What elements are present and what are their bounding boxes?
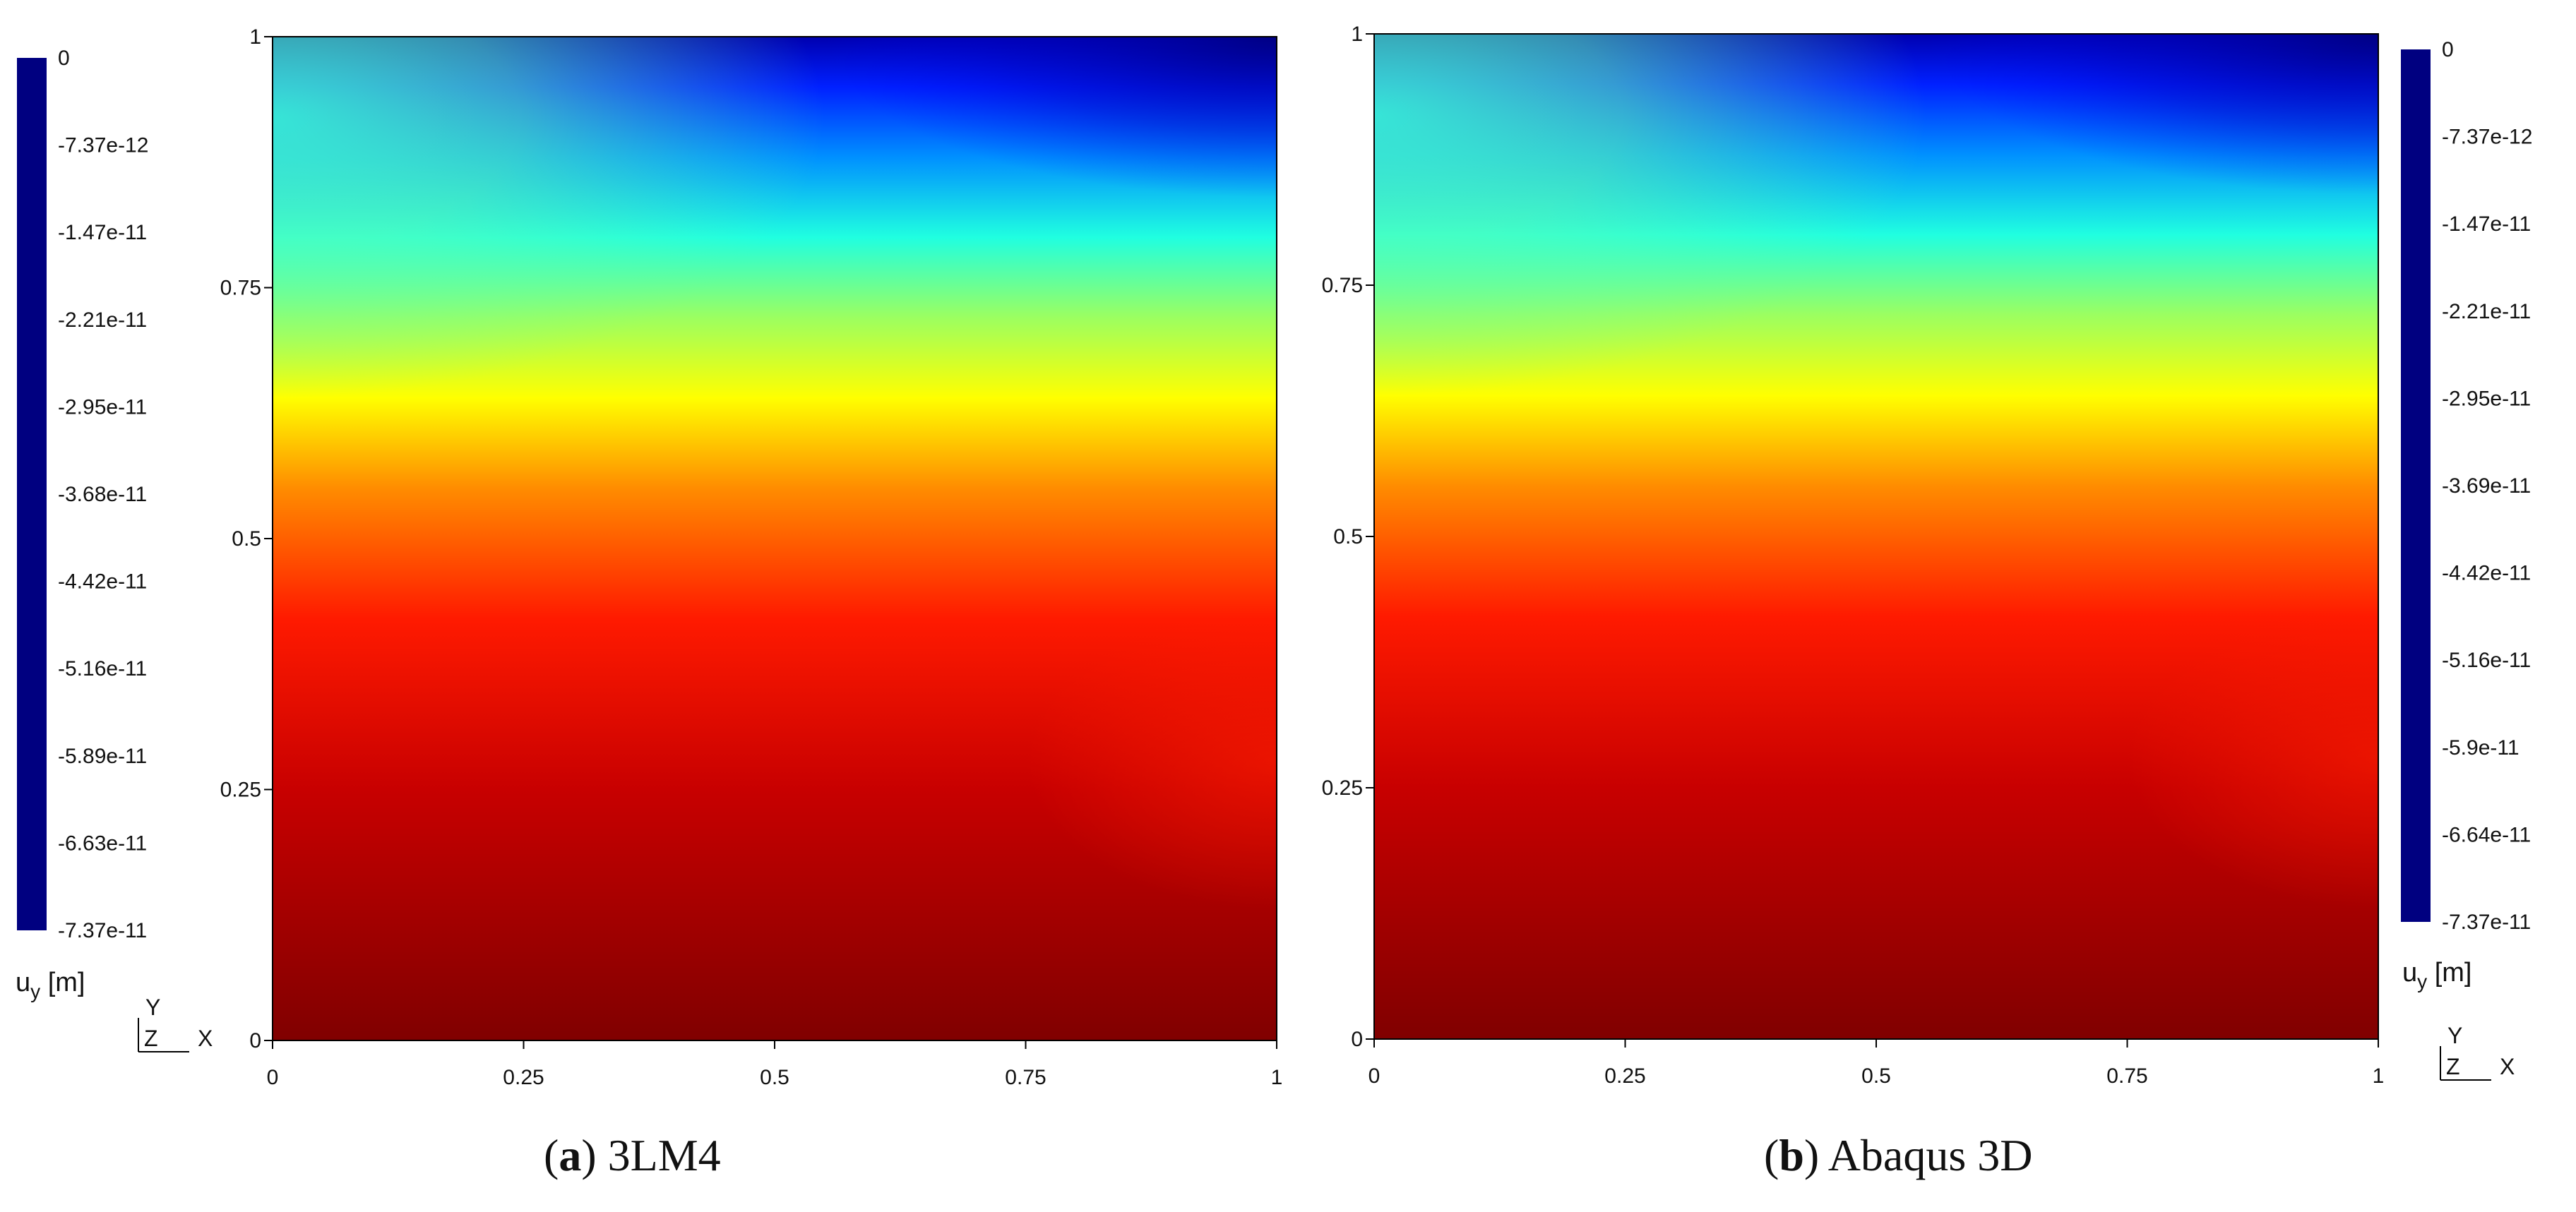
colorbar-unit-label: uy [m] xyxy=(2402,958,2471,992)
x-tick-label: 0 xyxy=(267,1066,279,1089)
x-tick-label: 0.25 xyxy=(503,1066,544,1089)
colorbar-tick-label: -5.89e-11 xyxy=(58,745,147,768)
x-tick-label: 0.25 xyxy=(1604,1064,1645,1088)
colorbar-tick-label: -1.47e-11 xyxy=(2442,212,2531,236)
triad-y-label: Y xyxy=(2447,1023,2462,1048)
colorbar-tick-label: -7.37e-12 xyxy=(2442,126,2532,149)
triad-z-label: Z xyxy=(2446,1054,2460,1079)
colorbar-tick-label: -5.16e-11 xyxy=(58,657,147,680)
heatmap-panel-b: 0 0.25 0.5 0.75 1 0 0.25 0.5 0.75 1 0 -7.37e-12 -1.4… xyxy=(1322,23,2533,1088)
triad-z-label: Z xyxy=(144,1026,158,1051)
triad-x-label: X xyxy=(2500,1054,2515,1079)
colorbar-b: 0 -7.37e-12 -1.47e-11 -2.21e-11 -2.95e-11 -3.… xyxy=(2401,38,2532,934)
colorbar-tick-label: -3.69e-11 xyxy=(2442,474,2531,498)
colorbar-tick-label: -2.21e-11 xyxy=(58,308,147,332)
y-tick-label: 0.25 xyxy=(1322,776,1363,800)
colorbar-tick-label: -2.95e-11 xyxy=(58,395,147,419)
x-tick-label: 1 xyxy=(2373,1064,2385,1088)
colorbar-tick-label: -3.68e-11 xyxy=(58,483,147,506)
y-tick-label: 0.5 xyxy=(1333,525,1363,548)
colorbar-unit-label: uy [m] xyxy=(16,968,85,1002)
x-tick-label: 0 xyxy=(1368,1064,1381,1088)
y-tick-label: 0.75 xyxy=(220,277,261,300)
heatmap-panel-a: 0 0.25 0.5 0.75 1 0 0.25 0.5 0.75 1 0 -7.37e-12 -1.4… xyxy=(16,25,1283,1089)
colorbar-a: 0 -7.37e-12 -1.47e-11 -2.21e-11 -2.95e-11 -3.… xyxy=(17,47,148,942)
field-lobe-top-left xyxy=(273,37,825,398)
y-tick-label: 0.5 xyxy=(232,527,261,551)
caption-b: (b) Abaqus 3D xyxy=(1764,1130,2033,1180)
colorbar-tick-label: -2.95e-11 xyxy=(2442,387,2531,410)
colorbar-tick-label: -7.37e-11 xyxy=(2442,911,2531,934)
x-tick-label: 0.75 xyxy=(1005,1066,1046,1089)
colorbar-tick-label: 0 xyxy=(2442,38,2454,61)
x-tick-label: 0.75 xyxy=(2106,1064,2147,1088)
triad-x-label: X xyxy=(198,1026,213,1051)
colorbar-tick-label: -5.9e-11 xyxy=(2442,736,2520,760)
colorbar-gradient xyxy=(17,58,47,930)
colorbar-tick-label: -6.64e-11 xyxy=(2442,823,2531,846)
colorbar-tick-label: -5.16e-11 xyxy=(2442,649,2531,672)
x-tick-label: 0.5 xyxy=(1861,1064,1891,1088)
triad-y-label: Y xyxy=(145,995,160,1020)
colorbar-tick-label: 0 xyxy=(58,47,70,70)
y-tick-label: 0 xyxy=(1351,1028,1363,1051)
colorbar-tick-label: -4.42e-11 xyxy=(58,570,147,594)
caption-a: (a) 3LM4 xyxy=(544,1130,721,1180)
axis-triad-b: YZ X xyxy=(2440,1023,2515,1081)
y-tick-label: 1 xyxy=(249,25,261,49)
field-lobe-top-right xyxy=(1926,34,2378,195)
heatmap-field-b xyxy=(1374,34,2378,1039)
heatmap-field-a xyxy=(273,37,1277,1040)
colorbar-tick-label: -1.47e-11 xyxy=(58,221,147,244)
colorbar-tick-label: -4.42e-11 xyxy=(2442,562,2531,585)
field-lobe-bottom-right xyxy=(1025,608,1277,911)
colorbar-tick-label: -7.37e-11 xyxy=(58,919,147,942)
y-tick-label: 0.75 xyxy=(1322,274,1363,297)
x-tick-label: 0.5 xyxy=(760,1066,789,1089)
colorbar-tick-label: -2.21e-11 xyxy=(2442,300,2531,323)
field-lobe-bottom-right xyxy=(2127,606,2378,908)
field-lobe-top-left xyxy=(1374,34,1926,396)
field-lobe-top-right xyxy=(825,37,1277,198)
y-tick-label: 1 xyxy=(1351,23,1363,46)
colorbar-tick-label: -6.63e-11 xyxy=(58,832,147,855)
colorbar-gradient xyxy=(2401,49,2431,922)
axis-triad-a: YZ X xyxy=(138,995,213,1052)
x-tick-label: 1 xyxy=(1271,1066,1283,1089)
y-tick-label: 0.25 xyxy=(220,779,261,802)
colorbar-tick-label: -7.37e-12 xyxy=(58,134,148,157)
y-tick-label: 0 xyxy=(249,1029,261,1052)
